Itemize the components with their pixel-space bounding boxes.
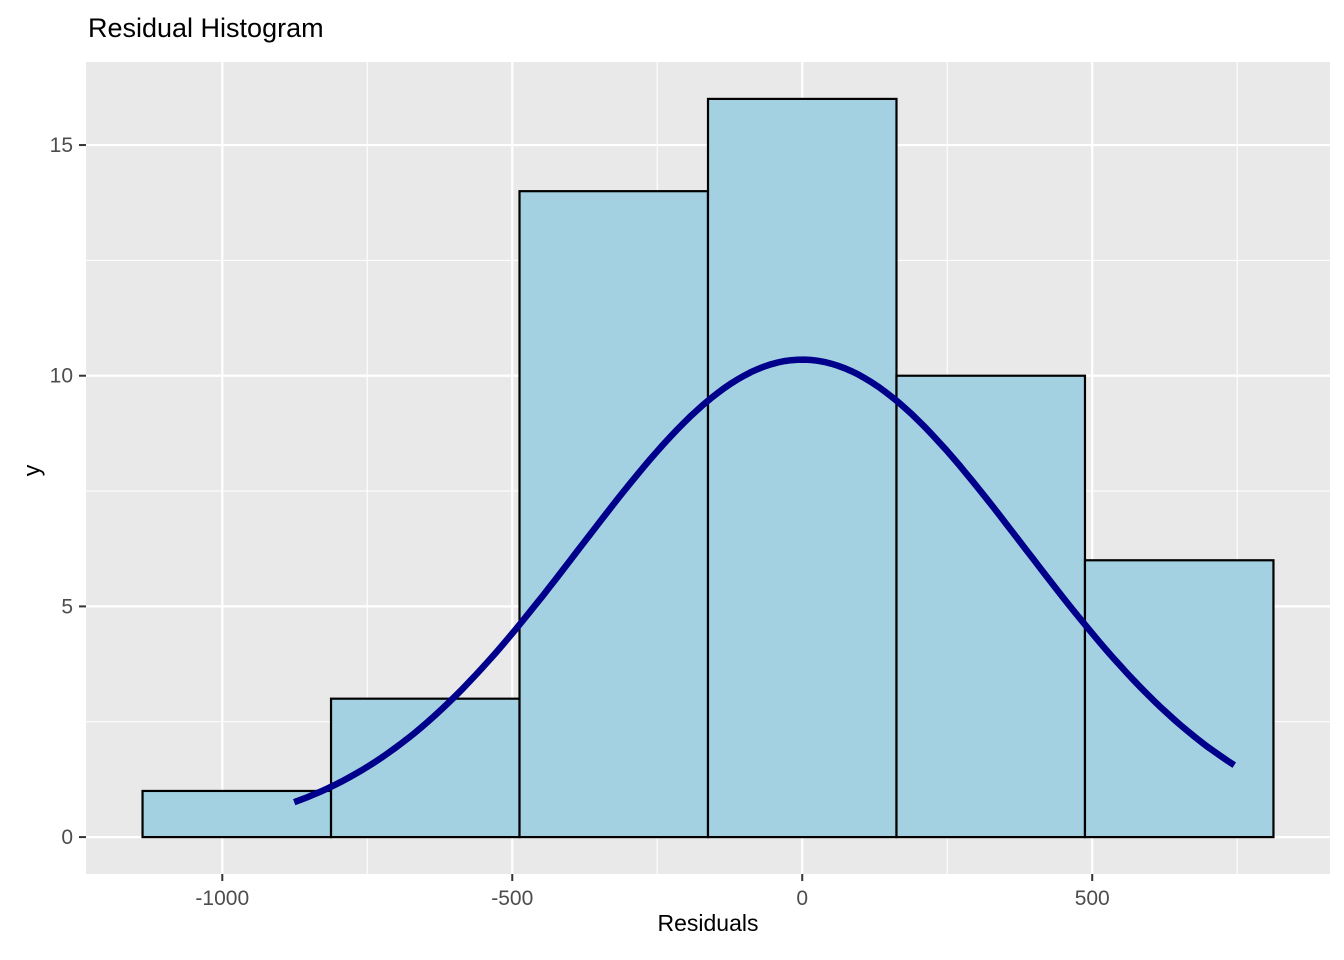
x-tick-label: 0 [796, 887, 808, 910]
histogram-bar [329, 697, 521, 839]
chart-title: Residual Histogram [88, 13, 324, 43]
y-tick-label: 15 [50, 134, 73, 157]
y-axis-tick-labels: 0 5 10 15 [50, 134, 73, 849]
x-tick-label: -500 [491, 887, 533, 910]
histogram-bar [1083, 559, 1275, 839]
y-tick-label: 10 [50, 365, 73, 388]
histogram-bar [518, 190, 710, 839]
y-axis-title: y [18, 464, 45, 477]
histogram-bar [706, 97, 898, 839]
x-tick-label: 500 [1075, 887, 1110, 910]
x-axis-title: Residuals [657, 910, 759, 936]
axis-tick-marks [79, 144, 1094, 881]
y-tick-label: 0 [61, 826, 73, 849]
histogram-bar [895, 374, 1087, 839]
normal-curve [293, 356, 1237, 806]
x-axis-tick-labels: -1000 -500 0 500 [195, 887, 1109, 910]
histogram-bars [141, 97, 1275, 839]
x-tick-label: -1000 [195, 887, 249, 910]
y-tick-label: 5 [61, 595, 73, 618]
